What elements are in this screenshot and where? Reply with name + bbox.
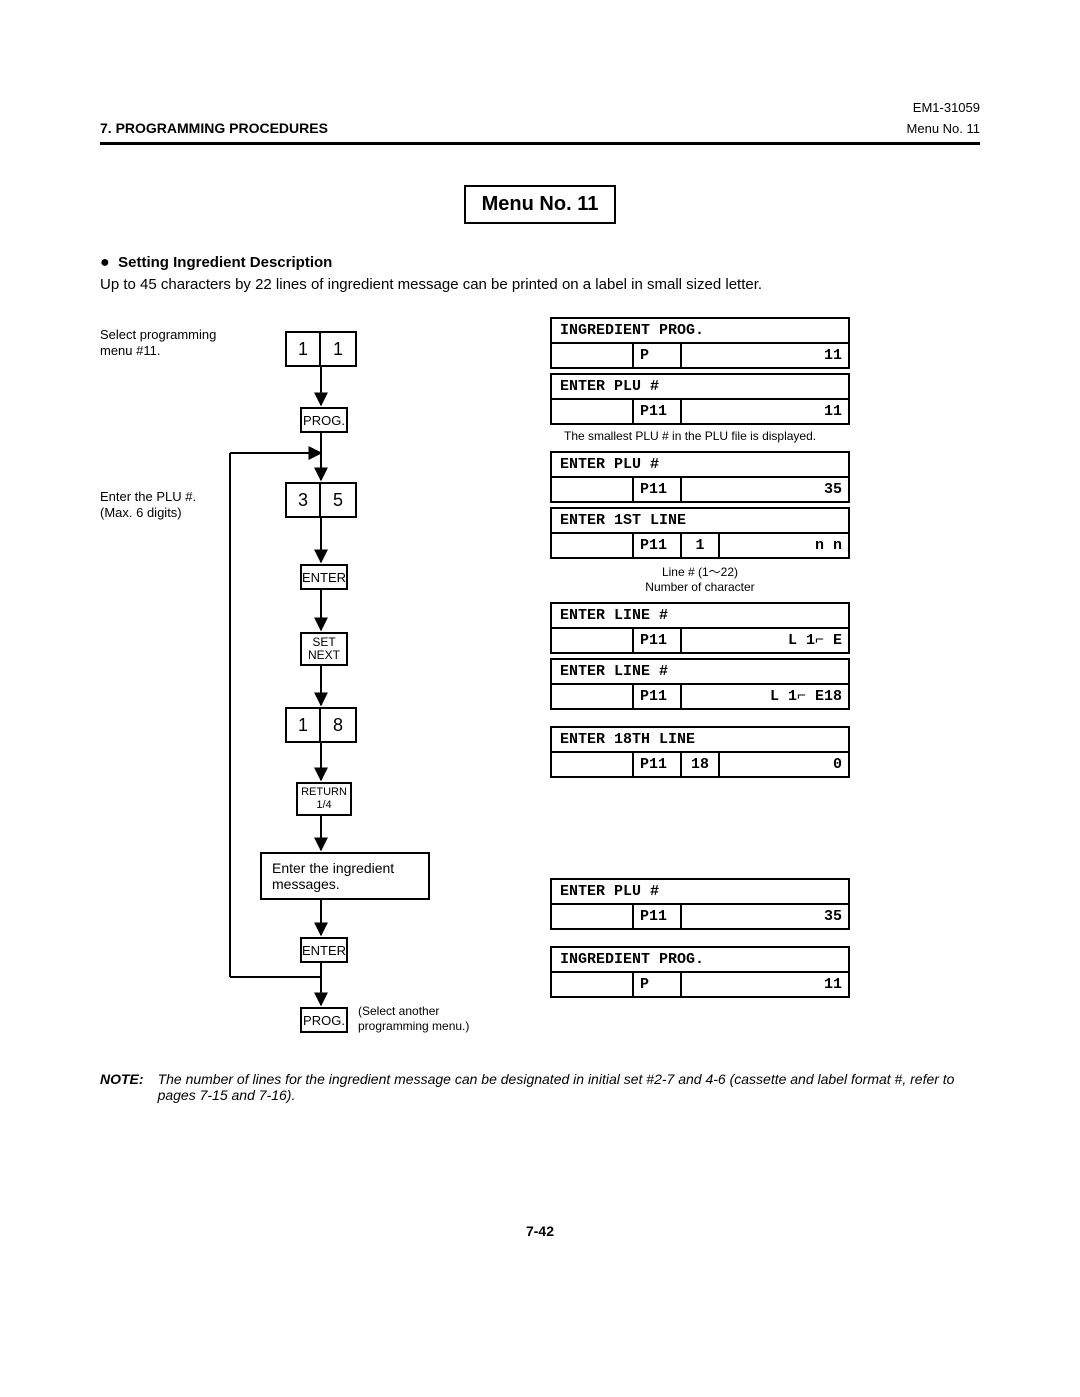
display-enter-line-1: ENTER LINE # P11 L 1⌐ E <box>550 602 850 654</box>
display-cell: L 1⌐ E <box>682 629 848 652</box>
display-enter-line-2: ENTER LINE # P11 L 1⌐ E18 <box>550 658 850 710</box>
display-title: ENTER 1ST LINE <box>552 509 848 534</box>
annot-line-num: Line # (1～22) <box>550 563 850 580</box>
display-cell: P11 <box>632 753 682 776</box>
page-number: 7-42 <box>100 1223 980 1239</box>
description: Up to 45 characters by 22 lines of ingre… <box>100 276 980 293</box>
display-enter-plu-1: ENTER PLU # P11 11 <box>550 373 850 425</box>
display-ingredient-prog: INGREDIENT PROG. P 11 <box>550 317 850 369</box>
display-cell: n n <box>720 534 848 557</box>
page: 7. PROGRAMMING PROCEDURES EM1-31059 Menu… <box>0 0 1080 1299</box>
display-title: ENTER LINE # <box>552 660 848 685</box>
display-cell: P11 <box>632 400 682 423</box>
display-note: The smallest PLU # in the PLU file is di… <box>564 429 850 443</box>
display-ingredient-prog-2: INGREDIENT PROG. P 11 <box>550 946 850 998</box>
section-title: 7. PROGRAMMING PROCEDURES <box>100 120 328 136</box>
display-title: ENTER PLU # <box>552 375 848 400</box>
content-row: Select programming menu #11. Enter the P… <box>100 317 980 1057</box>
display-enter-plu-2: ENTER PLU # P11 35 <box>550 451 850 503</box>
display-cell: 11 <box>682 973 848 996</box>
display-cell: 35 <box>682 478 848 501</box>
doc-number: EM1-31059 <box>907 100 980 115</box>
header-right: EM1-31059 Menu No. 11 <box>907 100 980 136</box>
display-cell <box>552 400 632 423</box>
display-title: INGREDIENT PROG. <box>552 319 848 344</box>
display-cell <box>552 344 632 367</box>
flowchart: Select programming menu #11. Enter the P… <box>100 317 520 1057</box>
note-row: NOTE: The number of lines for the ingred… <box>100 1071 980 1103</box>
header-rule <box>100 142 980 145</box>
bullet-icon: ● <box>100 254 110 271</box>
display-cell: P11 <box>632 905 682 928</box>
display-cell <box>552 478 632 501</box>
display-cell: L 1⌐ E18 <box>682 685 848 708</box>
display-cell <box>552 685 632 708</box>
flow-arrows <box>100 317 520 1057</box>
display-column: INGREDIENT PROG. P 11 ENTER PLU # P11 11… <box>550 317 850 1002</box>
display-cell <box>552 534 632 557</box>
display-cell <box>552 629 632 652</box>
display-cell: P11 <box>632 534 682 557</box>
display-cell <box>552 905 632 928</box>
display-enter-18th-line: ENTER 18TH LINE P11 18 0 <box>550 726 850 778</box>
display-cell: P11 <box>632 685 682 708</box>
display-cell: P <box>632 973 682 996</box>
title-row: Menu No. 11 <box>100 185 980 254</box>
display-cell: 11 <box>682 400 848 423</box>
subheading: Setting Ingredient Description <box>118 254 332 271</box>
display-cell: P11 <box>632 478 682 501</box>
display-title: ENTER PLU # <box>552 453 848 478</box>
display-cell: 1 <box>682 534 720 557</box>
note-text: The number of lines for the ingredient m… <box>158 1071 980 1103</box>
menu-title-box: Menu No. 11 <box>464 185 617 224</box>
display-cell: P11 <box>632 629 682 652</box>
display-cell <box>552 973 632 996</box>
display-cell <box>552 753 632 776</box>
display-cell: 18 <box>682 753 720 776</box>
subheading-line: ● Setting Ingredient Description <box>100 254 980 272</box>
display-title: ENTER 18TH LINE <box>552 728 848 753</box>
display-cell: 35 <box>682 905 848 928</box>
display-cell: P <box>632 344 682 367</box>
display-title: INGREDIENT PROG. <box>552 948 848 973</box>
display-title: ENTER PLU # <box>552 880 848 905</box>
display-enter-1st-line: ENTER 1ST LINE P11 1 n n <box>550 507 850 559</box>
display-cell: 0 <box>720 753 848 776</box>
annot-num-char: Number of character <box>550 580 850 594</box>
display-cell: 11 <box>682 344 848 367</box>
header-row: 7. PROGRAMMING PROCEDURES EM1-31059 Menu… <box>100 100 980 136</box>
note-label: NOTE: <box>100 1071 144 1103</box>
display-title: ENTER LINE # <box>552 604 848 629</box>
display-enter-plu-3: ENTER PLU # P11 35 <box>550 878 850 930</box>
menu-label-small: Menu No. 11 <box>907 121 980 136</box>
